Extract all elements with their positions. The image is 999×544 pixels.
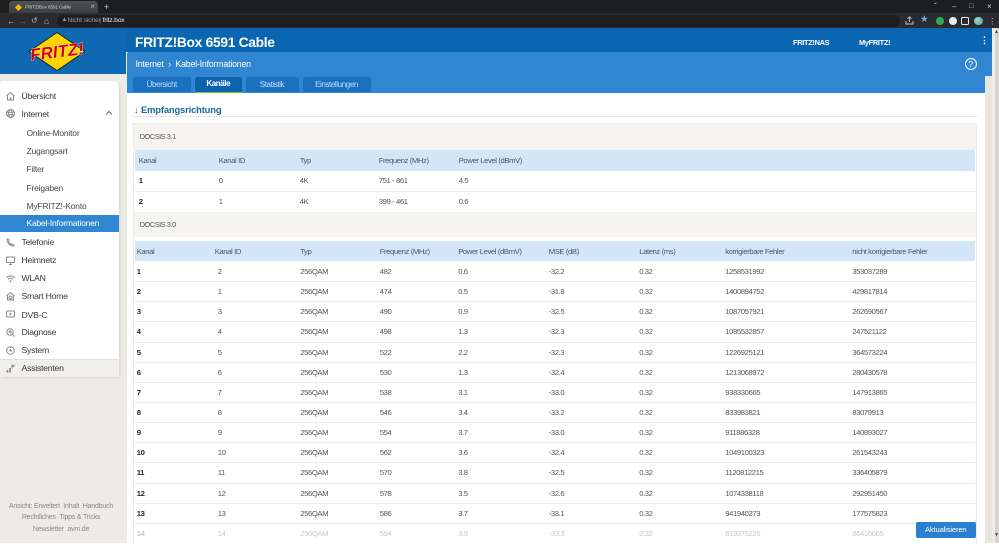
svg-text:FRITZ!: FRITZ! bbox=[29, 39, 85, 64]
